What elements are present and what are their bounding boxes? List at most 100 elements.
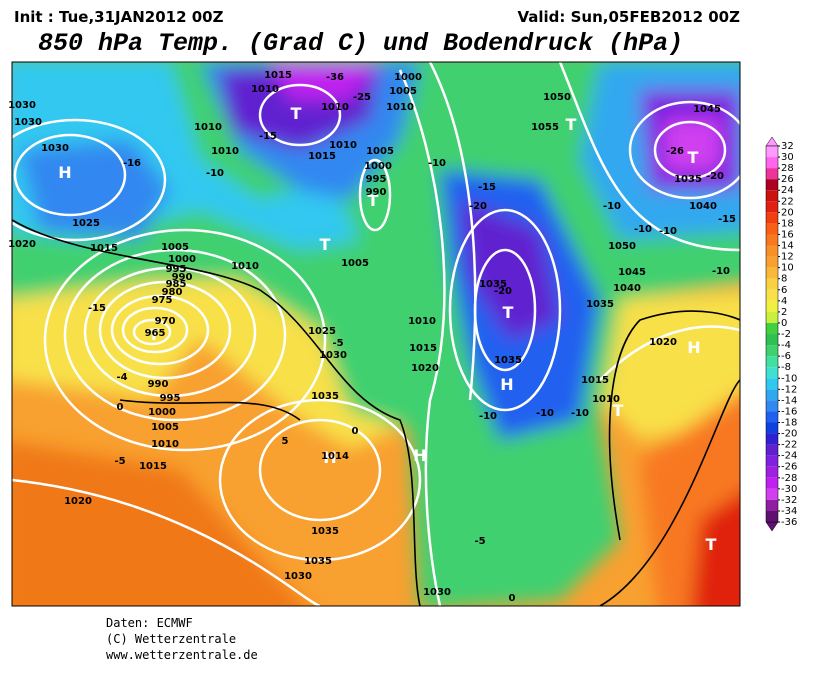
contour-label: 1010 [386, 102, 414, 113]
contour-label: 1015 [409, 343, 437, 354]
contour-label: -10 [634, 224, 652, 235]
contour-label: 1030 [41, 143, 69, 154]
contour-label: -15 [478, 182, 496, 193]
pressure-center: T [706, 535, 717, 554]
contour-label: 995 [366, 174, 387, 185]
contour-label: 1025 [72, 218, 100, 229]
colorbar-segment [766, 510, 778, 523]
contour-label: 1010 [592, 394, 620, 405]
contour-label: 1005 [341, 258, 369, 269]
colorbar-label: 8 [781, 274, 787, 285]
contour-label: 1050 [543, 92, 571, 103]
contour-label: 1015 [581, 375, 609, 386]
colorbar-segment [766, 223, 778, 235]
temperature-field [12, 62, 740, 606]
contour-label: -10 [536, 408, 554, 419]
colorbar-segment [766, 466, 778, 478]
contour-label: 1045 [693, 104, 721, 115]
colorbar-segment [766, 289, 778, 301]
map-title: 850 hPa Temp. (Grad C) und Bodendruck (h… [38, 29, 683, 58]
colorbar-segment [766, 411, 778, 423]
colorbar-label: -36 [781, 517, 797, 528]
contour-label: 1010 [329, 140, 357, 151]
colorbar-segment [766, 146, 778, 158]
contour-label: -20 [494, 286, 512, 297]
colorbar-segment [766, 433, 778, 445]
colorbar-segment [766, 477, 778, 489]
contour-label: 1014 [321, 451, 349, 462]
contour-label: 0 [352, 426, 359, 437]
colorbar-segment [766, 400, 778, 412]
colorbar: 32302826242220181614121086420-2-4-6-8-10… [765, 136, 797, 532]
colorbar-label: -10 [781, 373, 797, 384]
colorbar-label: 16 [781, 229, 794, 240]
contour-label: 1030 [319, 350, 347, 361]
colorbar-segment [766, 168, 778, 180]
valid-time: Valid: Sun,05FEB2012 00Z [517, 8, 740, 26]
contour-label: -4 [116, 372, 127, 383]
colorbar-label: 12 [781, 252, 794, 263]
pressure-center: H [687, 338, 700, 357]
colorbar-segment [766, 201, 778, 213]
pressure-center: T [566, 115, 577, 134]
contour-label: -5 [114, 456, 125, 467]
contour-label: 1000 [168, 254, 196, 265]
footer-source: Daten: ECMWF [106, 616, 193, 630]
footer-copyright: (C) Wetterzentrale [106, 632, 236, 646]
temperature-contours [12, 219, 740, 606]
contour-label: 1025 [308, 326, 336, 337]
contour-label: 980 [162, 287, 183, 298]
contour-label: 1035 [494, 355, 522, 366]
contour-label: -25 [353, 92, 371, 103]
pressure-center: H [323, 448, 336, 467]
isobars [12, 62, 740, 606]
contour-label: -10 [603, 201, 621, 212]
contour-label: 1020 [411, 363, 439, 374]
contour-label: 1005 [366, 146, 394, 157]
contour-label: 1015 [308, 151, 336, 162]
colorbar-segment [766, 300, 778, 312]
colorbar-segment [766, 367, 778, 379]
contour-label: -26 [666, 146, 684, 157]
contour-label: 1020 [8, 239, 36, 250]
contour-label: 1010 [321, 102, 349, 113]
pressure-center: T [368, 191, 379, 210]
colorbar-label: -28 [781, 473, 797, 484]
contour-label: 1035 [311, 526, 339, 537]
colorbar-label: 10 [781, 263, 794, 274]
contour-label: 1035 [311, 391, 339, 402]
contour-label: -10 [659, 226, 677, 237]
contour-label: 1000 [394, 72, 422, 83]
colorbar-segment [766, 234, 778, 246]
contour-label: -5 [332, 338, 343, 349]
contour-label: 1010 [151, 439, 179, 450]
colorbar-label: 14 [781, 241, 794, 252]
colorbar-segment [766, 278, 778, 290]
colorbar-segment [766, 267, 778, 279]
contour-label: 1010 [194, 122, 222, 133]
contour-label: 1035 [586, 299, 614, 310]
pressure-center: H [413, 446, 426, 465]
pressure-center: T [291, 104, 302, 123]
contour-label: 970 [155, 316, 176, 327]
colorbar-label: -16 [781, 406, 797, 417]
contour-label: -10 [206, 168, 224, 179]
colorbar-label: -20 [781, 429, 797, 440]
contour-label: 1030 [423, 587, 451, 598]
contour-label: -16 [123, 158, 141, 169]
colorbar-label: -6 [781, 351, 791, 362]
colorbar-end [765, 136, 779, 147]
contour-label: 5 [282, 436, 289, 447]
pressure-center: H [500, 375, 513, 394]
colorbar-label: -26 [781, 462, 797, 473]
pressure-center: T [688, 148, 699, 167]
contour-label: 1030 [284, 571, 312, 582]
colorbar-label: -30 [781, 484, 797, 495]
contour-label: 1015 [264, 70, 292, 81]
contour-label: 1035 [479, 279, 507, 290]
colorbar-label: -12 [781, 384, 797, 395]
contour-label: 1015 [139, 461, 167, 472]
colorbar-segment [766, 179, 778, 191]
colorbar-label: -32 [781, 495, 797, 506]
contour-label: 990 [172, 272, 193, 283]
